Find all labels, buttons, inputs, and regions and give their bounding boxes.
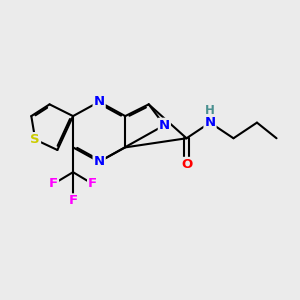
Text: H: H: [205, 104, 215, 117]
Text: S: S: [30, 133, 40, 146]
Text: F: F: [68, 194, 78, 207]
Text: N: N: [94, 155, 105, 168]
Text: F: F: [49, 177, 58, 190]
Text: N: N: [94, 95, 105, 108]
Text: N: N: [159, 119, 170, 132]
Text: O: O: [181, 158, 192, 171]
Text: F: F: [88, 177, 97, 190]
Text: N: N: [204, 116, 216, 129]
